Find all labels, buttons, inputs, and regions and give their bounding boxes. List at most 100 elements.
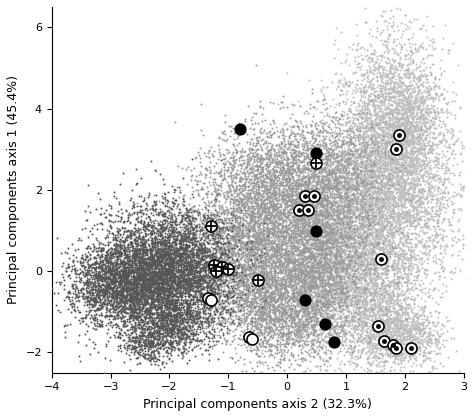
Point — [350, 229, 357, 236]
Point — [290, 198, 297, 205]
Point — [345, 159, 353, 166]
Point — [298, 276, 306, 283]
Point — [251, 224, 258, 231]
Point — [239, 234, 247, 240]
Point — [198, 273, 206, 280]
Point — [311, 122, 319, 129]
Point — [332, 325, 340, 331]
Point — [322, 268, 330, 274]
Point — [153, 290, 160, 296]
Point — [366, 271, 374, 278]
Point — [330, 260, 337, 267]
Point — [392, 320, 400, 326]
Point — [455, 172, 463, 179]
Point — [89, 314, 96, 321]
Point — [353, 168, 361, 175]
Point — [283, 194, 291, 201]
Point — [322, 224, 330, 230]
Point — [195, 152, 203, 159]
Point — [374, 301, 382, 308]
Point — [374, 120, 381, 127]
Point — [390, 69, 398, 76]
Point — [128, 294, 136, 301]
Point — [397, 132, 404, 138]
Point — [439, 330, 447, 336]
Point — [399, 186, 407, 192]
Point — [342, 339, 349, 346]
Point — [313, 260, 321, 266]
Point — [303, 160, 311, 167]
Point — [394, 301, 402, 307]
Point — [183, 331, 191, 338]
Point — [404, 270, 412, 276]
Point — [417, 74, 424, 80]
Point — [309, 222, 316, 228]
Point — [121, 267, 128, 274]
Point — [305, 219, 313, 225]
Point — [136, 245, 144, 252]
Point — [313, 284, 320, 291]
Point — [383, 199, 390, 206]
Point — [262, 246, 270, 252]
Point — [169, 251, 177, 258]
Point — [287, 176, 294, 182]
Point — [419, 333, 426, 340]
Point — [162, 237, 169, 244]
Point — [208, 261, 216, 268]
Point — [251, 258, 259, 265]
Point — [379, 228, 387, 234]
Point — [294, 194, 301, 201]
Point — [332, 129, 339, 136]
Point — [320, 184, 328, 191]
Point — [317, 251, 325, 257]
Point — [176, 251, 184, 257]
Point — [405, 347, 412, 354]
Point — [360, 185, 368, 192]
Point — [211, 270, 219, 277]
Point — [380, 168, 388, 175]
Point — [259, 277, 267, 283]
Point — [283, 230, 290, 237]
Point — [405, 263, 412, 270]
Point — [182, 280, 190, 286]
Point — [386, 105, 393, 112]
Point — [280, 332, 287, 339]
Point — [351, 221, 359, 228]
Point — [355, 125, 362, 131]
Point — [415, 161, 422, 167]
Point — [268, 195, 276, 201]
Point — [109, 302, 116, 308]
Point — [335, 279, 343, 286]
Point — [227, 210, 235, 217]
Point — [143, 264, 151, 270]
Point — [349, 230, 356, 237]
Point — [107, 258, 115, 265]
Point — [369, 297, 376, 303]
Point — [184, 229, 191, 236]
Point — [310, 135, 317, 141]
Point — [350, 228, 357, 234]
Point — [223, 336, 230, 343]
Point — [250, 275, 257, 282]
Point — [108, 245, 115, 251]
Point — [143, 285, 151, 292]
Point — [358, 285, 365, 291]
Point — [366, 111, 374, 117]
Point — [153, 285, 161, 292]
Point — [144, 261, 151, 268]
Point — [151, 263, 158, 270]
Point — [412, 311, 420, 317]
Point — [353, 182, 361, 189]
Point — [319, 357, 327, 363]
Point — [218, 306, 225, 312]
Point — [406, 214, 414, 221]
Point — [292, 179, 300, 186]
Point — [340, 325, 347, 332]
Point — [258, 230, 266, 237]
Point — [263, 293, 271, 300]
Point — [177, 282, 185, 289]
Point — [97, 262, 104, 269]
Point — [409, 131, 416, 138]
Point — [347, 263, 355, 270]
Point — [285, 193, 293, 200]
